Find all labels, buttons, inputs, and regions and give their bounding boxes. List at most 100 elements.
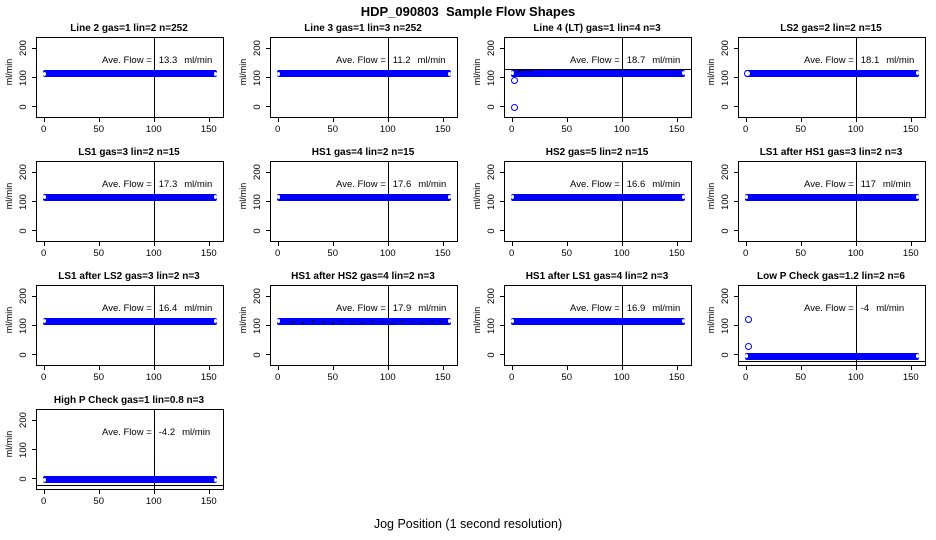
x-tick-label: 50 <box>795 372 806 383</box>
ave-flow-value: 16.6 <box>626 178 646 190</box>
panel-title: LS2 gas=2 lin=2 n=15 <box>780 23 882 34</box>
x-tick-mark <box>387 366 389 370</box>
flow-band <box>42 70 218 78</box>
y-tick-mark <box>32 449 36 450</box>
x-tick-mark <box>676 242 678 246</box>
ave-flow-unit: ml/min <box>882 178 911 190</box>
ave-flow-label: Ave. Flow = <box>804 54 854 66</box>
plot-area: Ave. Flow = -4 ml/min <box>738 285 926 366</box>
x-tick-label: 150 <box>902 124 919 135</box>
x-tick-mark <box>332 242 334 246</box>
flow-panel: LS1 after HS1 gas=3 lin=2 n=3 ml/min Ave… <box>702 144 936 268</box>
x-tick-mark <box>153 490 155 494</box>
y-tick-mark <box>500 354 504 356</box>
x-tick-label: 150 <box>200 248 217 259</box>
y-tick-label: 200 <box>486 40 497 57</box>
flow-band <box>42 317 218 325</box>
ave-flow-value: 18.7 <box>626 54 646 66</box>
outlier-point <box>744 315 752 323</box>
ave-flow-valwrap: 17.3 ml/min <box>159 179 212 190</box>
flow-panel: Line 4 (LT) gas=1 lin=4 n=3 ml/min Ave. … <box>468 20 702 144</box>
x-tick-label: 100 <box>613 248 630 259</box>
y-tick-mark <box>32 325 36 326</box>
x-tick-label: 150 <box>434 124 451 135</box>
vline-x100 <box>388 162 390 241</box>
ramp-point <box>523 69 526 71</box>
y-tick-mark <box>32 47 36 49</box>
y-tick-mark <box>500 295 504 297</box>
y-tick-label: 100 <box>486 317 497 334</box>
flow-band <box>510 69 686 77</box>
y-tick-label: 200 <box>486 288 497 305</box>
mean-reference-hline <box>37 484 223 486</box>
y-tick-mark <box>500 77 504 78</box>
panel-title: LS1 after HS1 gas=3 lin=2 n=3 <box>759 147 903 158</box>
ave-flow-valwrap: 17.9 ml/min <box>393 303 446 314</box>
band-dark-point <box>440 320 443 323</box>
flow-panel: HS1 after HS2 gas=4 lin=2 n=3 ml/min Ave… <box>234 268 468 392</box>
y-axis-label: ml/min <box>4 182 14 210</box>
plot-area: Ave. Flow = 17.9 ml/min <box>270 285 458 366</box>
y-tick-mark <box>266 106 270 108</box>
x-tick-label: 150 <box>200 496 217 507</box>
y-tick-mark <box>734 171 738 173</box>
vline-x100 <box>856 286 858 365</box>
x-tick-mark <box>910 242 912 246</box>
flow-panel: Line 2 gas=1 lin=2 n=252 ml/min Ave. Flo… <box>0 20 234 144</box>
x-tick-mark <box>153 242 155 246</box>
y-tick-mark <box>500 171 504 173</box>
x-tick-label: 50 <box>561 124 572 135</box>
x-tick-mark <box>153 366 155 370</box>
flow-band <box>510 317 686 325</box>
y-tick-mark <box>734 47 738 49</box>
panel-title: Line 3 gas=1 lin=3 n=252 <box>304 23 422 34</box>
band-dark-point <box>311 319 314 322</box>
flow-panel: Line 3 gas=1 lin=3 n=252 ml/min Ave. Flo… <box>234 20 468 144</box>
vline-x100 <box>154 286 156 365</box>
y-tick-label: 100 <box>252 69 263 86</box>
ave-flow-valwrap: -4 ml/min <box>861 303 904 314</box>
y-tick-label: 100 <box>720 69 731 86</box>
panel-title: LS1 gas=3 lin=2 n=15 <box>78 147 180 158</box>
y-tick-label: 100 <box>720 317 731 334</box>
vline-x100 <box>856 38 858 117</box>
band-dark-point <box>420 321 423 324</box>
ave-flow-unit: ml/min <box>418 178 447 190</box>
x-tick-label: 50 <box>561 248 572 259</box>
y-tick-mark <box>734 201 738 202</box>
y-axis-label: ml/min <box>472 182 482 210</box>
ave-flow-value: 17.6 <box>392 178 412 190</box>
y-tick-label: 0 <box>18 104 29 110</box>
y-tick-label: 0 <box>720 352 731 358</box>
panel-grid: Line 2 gas=1 lin=2 n=252 ml/min Ave. Flo… <box>0 20 936 516</box>
ave-flow-unit: ml/min <box>184 178 213 190</box>
band-dark-point <box>291 320 294 323</box>
plot-area: Ave. Flow = 18.7 ml/min <box>504 37 692 118</box>
vline-x100 <box>622 162 624 241</box>
ave-flow-value: 117 <box>860 178 876 190</box>
x-tick-label: 0 <box>509 248 515 259</box>
y-tick-label: 0 <box>252 104 263 110</box>
ave-flow-annotation: Ave. Flow = 117 ml/min <box>739 179 925 190</box>
flow-panel: LS2 gas=2 lin=2 n=15 ml/min Ave. Flow = … <box>702 20 936 144</box>
x-tick-label: 0 <box>743 248 749 259</box>
panel-title: Low P Check gas=1.2 lin=2 n=6 <box>757 271 905 282</box>
x-tick-label: 150 <box>902 372 919 383</box>
y-tick-mark <box>32 106 36 108</box>
x-tick-mark <box>442 242 444 246</box>
ave-flow-valwrap: -4.2 ml/min <box>159 427 210 438</box>
y-axis-label: ml/min <box>4 306 14 334</box>
x-tick-mark <box>43 366 45 370</box>
y-tick-mark <box>266 230 270 232</box>
ave-flow-label: Ave. Flow = <box>336 54 386 66</box>
band-dark-point <box>301 321 304 324</box>
y-tick-label: 0 <box>720 104 731 110</box>
x-tick-label: 50 <box>327 248 338 259</box>
y-tick-mark <box>266 325 270 326</box>
x-tick-label: 50 <box>93 496 104 507</box>
ave-flow-value: 17.9 <box>392 302 412 314</box>
y-tick-label: 0 <box>486 352 497 358</box>
y-tick-mark <box>734 295 738 297</box>
y-tick-mark <box>266 171 270 173</box>
